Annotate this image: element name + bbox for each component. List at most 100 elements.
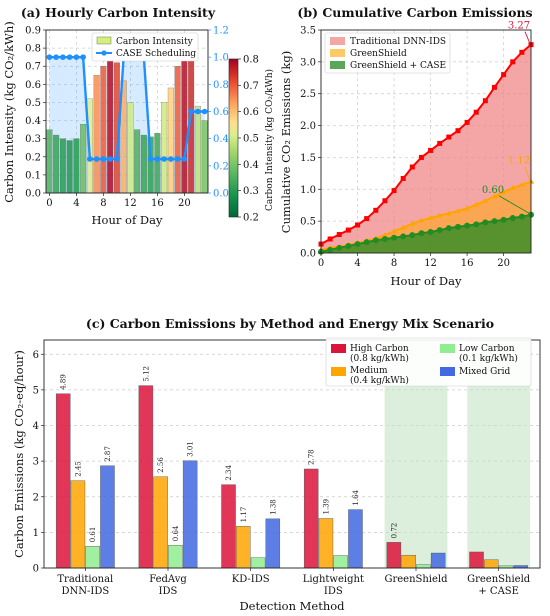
- point-greenshield: [491, 193, 498, 199]
- point-greenshield: [464, 205, 471, 211]
- panel-a-x-tick-label: 12: [124, 198, 137, 209]
- panel-c-y-ticks: 0 1 2 3 4 5 6: [33, 350, 44, 575]
- point-traditional-dnn-ids: [364, 216, 370, 222]
- legend-swatch-mixed-grid: [440, 367, 455, 376]
- point-greenshield: [381, 232, 388, 238]
- bar: [236, 526, 251, 569]
- carbon-intensity-bar: [100, 66, 107, 194]
- colorbar-tick-label: 0.4: [243, 160, 259, 171]
- legend-marker-case: [101, 50, 107, 56]
- point-greenshield: [445, 210, 452, 216]
- carbon-intensity-bar: [59, 138, 66, 194]
- annotation-arrow: [524, 166, 531, 181]
- bar: [85, 546, 100, 569]
- carbon-intensity-bar: [181, 51, 188, 194]
- panel-a-y-tick-label: 0.0: [25, 189, 41, 200]
- point-traditional-dnn-ids: [373, 207, 379, 213]
- panel-c-y-tick-label: 2: [33, 492, 39, 503]
- cumulative-areas: [321, 44, 531, 254]
- colorbar-tick-label: 0.3: [243, 186, 259, 197]
- bar-value-label: 2.78: [308, 449, 316, 465]
- panel-a-x-tick-label: 20: [178, 198, 191, 209]
- carbon-intensity-bar: [194, 105, 201, 194]
- carbon-intensity-bar: [134, 129, 141, 194]
- legend-label-carbon-intensity: Carbon Intensity: [116, 37, 194, 47]
- point-greenshield: [409, 220, 416, 226]
- panel-c-x-tick-label: + CASE: [478, 586, 519, 597]
- point-traditional-dnn-ids: [382, 198, 388, 204]
- panel-a-y-tick-label: 0.8: [25, 44, 41, 55]
- point-greenshield-case: [354, 241, 361, 248]
- panel-b-y-tick-label: 3.5: [300, 26, 316, 37]
- point-greenshield-case: [518, 213, 525, 220]
- carbon-intensity-bar: [127, 102, 134, 194]
- legend-label-medium-unit: (0.4 kg/kWh): [350, 375, 409, 386]
- panel-a-legend: Carbon Intensity CASE Scheduling: [91, 32, 199, 62]
- bar-value-label: 2.87: [104, 446, 112, 462]
- point-traditional-dnn-ids: [482, 98, 488, 104]
- panel-c-y-tick-label: 6: [33, 350, 39, 361]
- panel-a-y2-tick-label: 1.2: [213, 26, 229, 37]
- legend-label-greenshield-case: GreenShield + CASE: [350, 61, 446, 71]
- colorbar-tick-label: 0.8: [243, 55, 259, 66]
- panel-b-ylabel: Cumulative CO₂ Emissions (kg): [279, 51, 293, 233]
- bar: [303, 468, 319, 569]
- legend-label-mixed-grid: Mixed Grid: [459, 367, 510, 377]
- legend-label-medium: Medium: [350, 366, 388, 376]
- annotation-label: 0.60: [482, 185, 504, 196]
- panel-a-x-tick-label: 0: [46, 198, 52, 209]
- panel-b-xlabel: Hour of Day: [391, 274, 462, 288]
- bar: [348, 509, 363, 569]
- panel-a-y-tick-label: 0.6: [25, 80, 41, 91]
- bar-value-label: 2.56: [157, 457, 165, 473]
- panel-c-x-tick-label: GreenShield: [467, 574, 531, 585]
- carbon-intensity-bar: [80, 124, 87, 194]
- point-greenshield-case: [509, 214, 516, 221]
- bar: [250, 557, 266, 569]
- case-scheduling-point: [53, 54, 59, 60]
- point-traditional-dnn-ids: [491, 84, 497, 90]
- case-scheduling-point: [174, 156, 181, 162]
- panel-c-y-tick-label: 5: [33, 385, 39, 396]
- carbon-intensity-bar: [154, 133, 161, 194]
- point-traditional-dnn-ids: [345, 227, 351, 233]
- point-greenshield-case: [409, 232, 416, 239]
- point-greenshield-case: [436, 227, 443, 234]
- legend-swatch-high-carbon: [331, 344, 346, 353]
- bar: [401, 554, 416, 569]
- panel-c-x-tick-label: DNN-IDS: [61, 586, 109, 597]
- point-traditional-dnn-ids: [355, 222, 361, 228]
- case-scheduling-point: [93, 156, 100, 162]
- legend-swatch-carbon-intensity: [96, 36, 112, 45]
- panel-a-y-tick-label: 0.1: [25, 170, 41, 181]
- bar: [182, 460, 198, 569]
- point-traditional-dnn-ids: [446, 134, 452, 140]
- bar: [318, 518, 334, 569]
- bar-value-label: 2.34: [225, 465, 233, 481]
- point-greenshield: [418, 217, 425, 223]
- panel-a-hourly-carbon-intensity: (a) Hourly Carbon Intensity 0.0 0.1 0.2 0.3…: [2, 5, 275, 227]
- panel-c-y-tick-label: 0: [33, 564, 39, 575]
- case-scheduling-point: [154, 156, 161, 162]
- legend-swatch-greenshield-case: [330, 61, 345, 69]
- point-greenshield-case: [345, 242, 352, 249]
- carbon-intensity-bar: [53, 134, 60, 194]
- carbon-intensity-bar: [174, 66, 181, 194]
- panel-c-x-tick-label: IDS: [324, 586, 343, 597]
- panel-b-x-tick-label: 12: [424, 258, 437, 269]
- point-greenshield: [436, 212, 443, 218]
- point-traditional-dnn-ids: [473, 109, 479, 115]
- bar-value-label: 1.39: [322, 499, 330, 515]
- point-traditional-dnn-ids: [519, 49, 525, 55]
- panel-c-frame: [43, 339, 541, 569]
- point-traditional-dnn-ids: [428, 147, 434, 153]
- point-traditional-dnn-ids: [327, 236, 333, 242]
- point-traditional-dnn-ids: [455, 128, 461, 134]
- bar: [430, 552, 446, 569]
- bar-value-label: 1.38: [269, 499, 277, 515]
- bar-value-label: 0.72: [390, 523, 398, 539]
- legend-label-traditional: Traditional DNN-IDS: [350, 37, 446, 47]
- point-greenshield: [518, 181, 525, 187]
- point-traditional-dnn-ids: [510, 59, 516, 65]
